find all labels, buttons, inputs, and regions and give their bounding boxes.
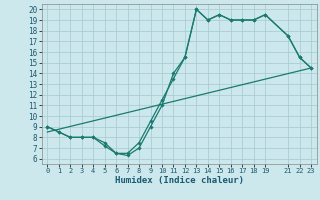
X-axis label: Humidex (Indice chaleur): Humidex (Indice chaleur) — [115, 176, 244, 185]
